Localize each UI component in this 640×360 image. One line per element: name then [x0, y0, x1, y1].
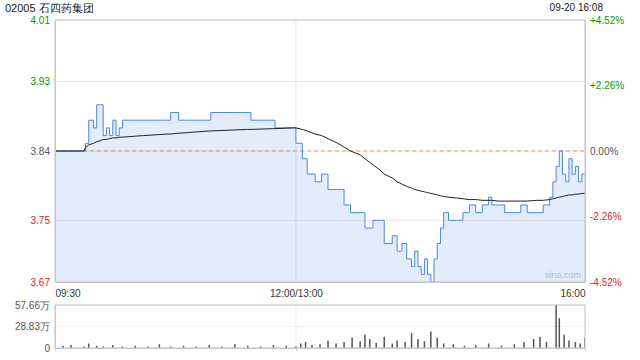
volume-bar	[369, 339, 371, 348]
volume-bar	[417, 339, 419, 348]
volume-bar	[514, 344, 516, 348]
tick-label: -4.52%	[590, 277, 622, 288]
tick: 57.66万	[15, 300, 55, 311]
tick: +4.52%	[585, 15, 624, 26]
volume-bar	[555, 305, 557, 348]
volume-bar	[443, 344, 445, 348]
tick: -4.52%	[585, 277, 622, 288]
tick: 09:30	[56, 282, 81, 299]
x-axis: 09:30 12:00/13:00 16:00	[56, 282, 586, 299]
axis-line	[56, 349, 586, 352]
volume-bar	[359, 341, 361, 348]
volume-bar	[383, 337, 385, 348]
tick: 3.75	[31, 215, 55, 226]
tick-mark	[55, 348, 56, 351]
tick: 4.01	[31, 15, 55, 26]
tick	[55, 348, 56, 351]
volume-bar	[375, 343, 377, 348]
tick-label: 28.83万	[15, 321, 50, 332]
average-line	[55, 128, 585, 201]
price-line	[55, 105, 585, 282]
tick: 3.84	[31, 146, 55, 157]
tick-label: 57.66万	[15, 300, 50, 311]
y-axis: 4.01 3.93 3.84 3.75 3.67	[31, 15, 56, 288]
title: 02005 石四药集团	[5, 2, 94, 14]
volume-bar	[364, 335, 366, 348]
grid-line	[55, 326, 585, 327]
volume-bar	[335, 344, 337, 348]
tick-mark	[296, 348, 297, 351]
tick: +2.26%	[585, 80, 624, 91]
axis-line	[55, 21, 56, 283]
tick-label: 3.67	[31, 277, 51, 288]
tick-label: 0.00%	[590, 146, 618, 157]
volume-bar	[559, 318, 561, 348]
tick: 28.83万	[15, 321, 55, 332]
tick: 3.67	[31, 277, 55, 288]
tick-label: 16:00	[560, 288, 585, 299]
tick-label: 4.01	[31, 15, 51, 26]
tick-label: -2.26%	[590, 211, 622, 222]
volume-bar	[351, 338, 353, 348]
tick-label: 3.75	[31, 215, 51, 226]
tick	[296, 348, 297, 351]
plot-frame	[55, 20, 585, 282]
plot-frame	[55, 305, 585, 348]
tick: 0	[44, 343, 55, 354]
volume-bar	[539, 337, 541, 348]
volume-bar	[411, 333, 413, 348]
grid	[55, 20, 585, 348]
grid-line	[295, 305, 296, 348]
volume-bar	[568, 341, 570, 348]
volume-bar	[300, 344, 302, 348]
price-area	[55, 105, 585, 282]
tick-label: 3.84	[31, 146, 51, 157]
tick: 3.93	[31, 76, 55, 87]
plot-area	[55, 305, 585, 348]
volume-y-axis: 57.66万 28.83万 0	[15, 300, 56, 354]
volume-bar	[396, 341, 398, 348]
axis-line	[55, 306, 56, 349]
volume-bar	[327, 341, 329, 348]
volume-bar	[404, 342, 406, 348]
volume-bar	[159, 344, 161, 348]
volume-bar	[392, 344, 394, 348]
volume-bar	[305, 342, 307, 348]
subtitle: 09-20 16:08	[550, 2, 604, 13]
volume-bar	[523, 342, 525, 348]
tick	[585, 348, 586, 351]
y2-axis: +4.52% +2.26% 0.00% -2.26% -4.52%	[585, 15, 624, 288]
axis-line	[585, 21, 586, 283]
volume-bar	[436, 338, 438, 348]
tick-label: +4.52%	[590, 15, 624, 26]
tick-label: 3.93	[31, 76, 51, 87]
volume-bar	[319, 344, 321, 348]
volume-bar	[575, 342, 577, 348]
grid-line	[55, 81, 585, 82]
volume-bar	[424, 341, 426, 348]
chart: sina.com4.013.933.843.753.67+4.52%+2.26%…	[0, 0, 640, 360]
volume-bar	[453, 344, 455, 348]
volume-bar	[430, 332, 432, 348]
volume-bar	[563, 335, 565, 348]
tick: -2.26%	[585, 211, 622, 222]
volume-x-axis	[56, 348, 586, 351]
tick-label: 0	[44, 343, 50, 354]
plot-area	[55, 105, 585, 282]
tick-mark	[585, 348, 586, 351]
tick-label: 09:30	[56, 288, 81, 299]
axis-line	[56, 282, 586, 283]
volume-bar	[533, 339, 535, 348]
volume-bar	[343, 342, 345, 348]
volume-bar	[546, 342, 548, 348]
volume-bar	[234, 344, 236, 348]
volume-bar	[488, 344, 490, 348]
tick: 12:00/13:00	[270, 282, 323, 299]
tick: 0.00%	[585, 146, 618, 157]
tick: 16:00	[560, 282, 585, 299]
tick-label: 12:00/13:00	[270, 288, 323, 299]
volume-bar	[88, 344, 90, 348]
volume-bar	[579, 344, 581, 348]
tick-label: +2.26%	[590, 80, 624, 91]
